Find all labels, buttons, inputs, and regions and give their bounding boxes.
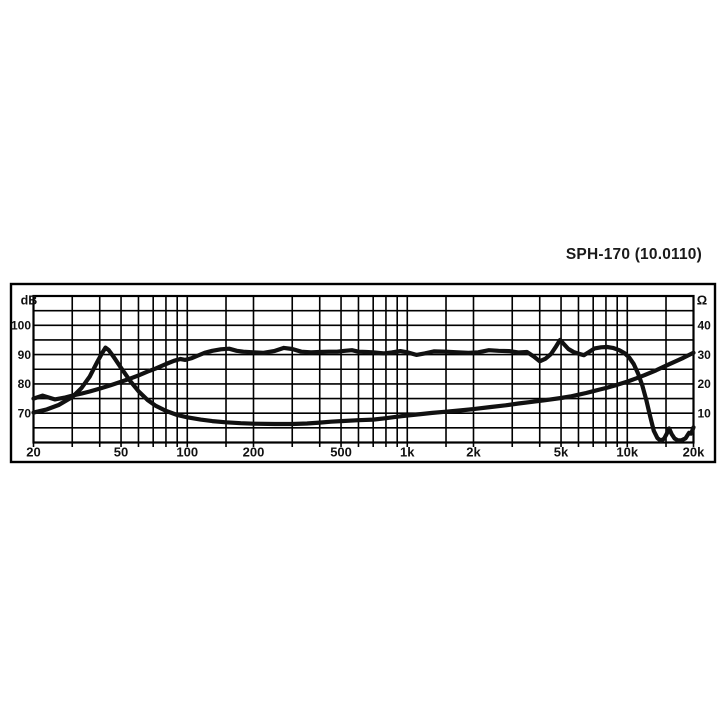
freq-tick-label: 50 [114,445,128,460]
ohm-tick-label: 40 [698,319,712,333]
freq-tick-label: 10k [616,445,638,460]
ohm-axis-label: Ω [697,293,707,308]
ohm-tick-label: 20 [698,377,712,391]
impedance-curve [31,345,696,427]
freq-tick-label: 5k [554,445,569,460]
db-tick-label: 80 [18,377,32,391]
freq-tick-label: 2k [466,445,481,460]
db-tick-label: 70 [18,407,32,421]
freq-tick-label: 500 [330,445,352,460]
chart-title: SPH-170 (10.0110) [565,246,702,263]
freq-tick-label: 100 [176,445,198,460]
freq-tick-label: 20 [26,445,40,460]
ohm-tick-label: 30 [698,348,712,362]
grid-frame [32,294,695,444]
freq-tick-label: 20k [683,445,705,460]
chart-outer-frame [9,282,717,464]
db-axis-label: dB [21,294,38,308]
ohm-tick-label: 10 [698,407,712,421]
db-tick-label: 100 [11,319,31,333]
db-tick-label: 90 [18,348,32,362]
freq-tick-label: 200 [243,445,265,460]
freq-tick-label: 1k [400,445,415,460]
frequency-response-spl-curve [31,337,696,443]
